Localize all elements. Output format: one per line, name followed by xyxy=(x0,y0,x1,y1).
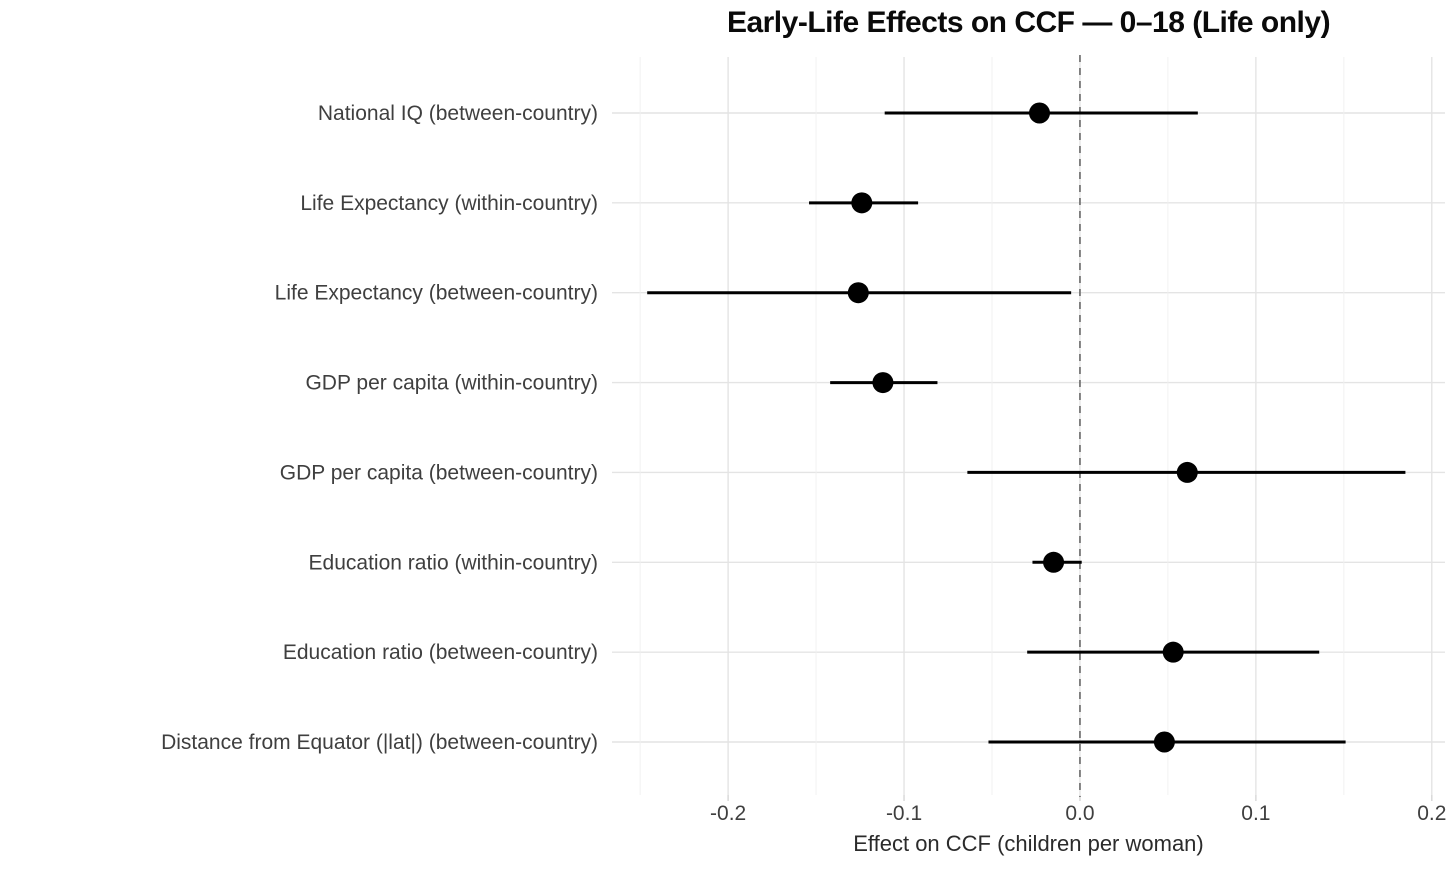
x-axis-title: Effect on CCF (children per woman) xyxy=(853,831,1204,856)
estimate-point xyxy=(872,372,894,394)
y-axis-label: National IQ (between-country) xyxy=(318,102,598,125)
y-axis-label: Education ratio (within-country) xyxy=(309,551,598,574)
estimate-point xyxy=(1176,461,1198,483)
y-axis-label: GDP per capita (between-country) xyxy=(280,461,598,484)
x-tick-label: 0.0 xyxy=(1065,802,1094,825)
x-tick-label: 0.2 xyxy=(1417,802,1446,825)
y-axis-label: GDP per capita (within-country) xyxy=(305,372,598,395)
chart-title: Early-Life Effects on CCF — 0–18 (Life o… xyxy=(726,6,1331,39)
x-tick-label: -0.1 xyxy=(886,802,922,825)
estimate-point xyxy=(847,282,869,304)
y-axis-label: Distance from Equator (|lat|) (between-c… xyxy=(161,731,598,754)
y-axis-label: Life Expectancy (within-country) xyxy=(300,192,598,215)
x-tick-label: 0.1 xyxy=(1241,802,1270,825)
estimate-point xyxy=(1043,551,1065,573)
y-axis-label: Life Expectancy (between-country) xyxy=(275,282,598,305)
estimate-point xyxy=(851,192,873,214)
estimate-point xyxy=(1028,102,1050,124)
y-axis-label: Education ratio (between-country) xyxy=(283,641,598,664)
estimate-point xyxy=(1153,731,1175,753)
estimate-point xyxy=(1162,641,1184,663)
x-tick-label: -0.2 xyxy=(710,802,746,825)
